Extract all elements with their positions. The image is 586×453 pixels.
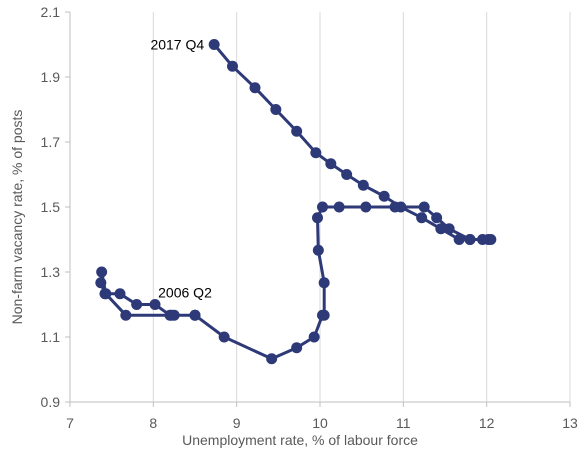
data-point [333, 201, 345, 213]
data-point [96, 266, 108, 278]
data-point [453, 234, 465, 245]
x-tick-label: 13 [562, 415, 578, 431]
y-tick-label: 0.9 [41, 394, 61, 410]
data-point [131, 299, 143, 310]
data-point [166, 309, 178, 321]
data-point [360, 201, 372, 213]
series-line [99, 43, 493, 361]
data-point [208, 39, 220, 50]
labels-layer: 0.9 1.1 1.3 1.5 1.7 1.9 2.1 7 8 9 10 11 12 13 Unemploy… [9, 4, 578, 448]
data-point [114, 288, 126, 300]
data-point [227, 60, 238, 72]
x-tick-label: 10 [312, 415, 328, 431]
data-point [291, 342, 303, 354]
data-point [218, 331, 230, 343]
y-tick-label: 1.1 [41, 329, 61, 345]
data-point [149, 299, 161, 310]
data-point [431, 212, 443, 224]
data-point [310, 147, 322, 159]
data-point [378, 190, 390, 202]
data-point [120, 309, 132, 321]
y-tick-label: 1.5 [41, 199, 61, 215]
x-tick-label: 8 [149, 415, 157, 431]
axes [65, 11, 571, 407]
data-point [485, 234, 497, 245]
data-point [291, 125, 303, 137]
x-tick-label: 7 [66, 415, 74, 431]
y-axis-title: Non-farm vacancy rate, % of posts [9, 110, 25, 325]
data-point [325, 158, 337, 170]
series-layer [95, 39, 497, 365]
data-point [100, 288, 112, 300]
x-tick-label: 9 [233, 415, 241, 431]
y-tick-label: 1.9 [41, 69, 61, 85]
data-point [317, 309, 328, 321]
data-point [189, 309, 201, 321]
data-point [308, 331, 320, 343]
x-tick-label: 12 [479, 415, 495, 431]
data-point [389, 201, 401, 213]
data-point [416, 212, 428, 224]
data-point [95, 277, 107, 289]
y-tick-label: 1.7 [41, 134, 61, 150]
data-point [249, 82, 261, 94]
data-point [464, 234, 476, 245]
data-point [318, 277, 330, 289]
data-point [270, 104, 282, 115]
data-point [435, 223, 447, 235]
annotation-label: 2006 Q2 [158, 285, 212, 301]
data-point [312, 244, 324, 256]
data-point [312, 212, 323, 224]
data-point [341, 169, 353, 180]
y-tick-label: 2.1 [41, 4, 61, 20]
y-tick-label: 1.3 [41, 264, 61, 280]
data-point [266, 353, 278, 365]
data-point [418, 201, 430, 213]
data-point [443, 223, 455, 235]
x-tick-label: 11 [396, 415, 411, 431]
data-point [357, 179, 369, 191]
data-point [317, 201, 328, 213]
annotation-label: 2017 Q4 [150, 37, 204, 53]
x-axis-title: Unemployment rate, % of labour force [182, 432, 418, 448]
